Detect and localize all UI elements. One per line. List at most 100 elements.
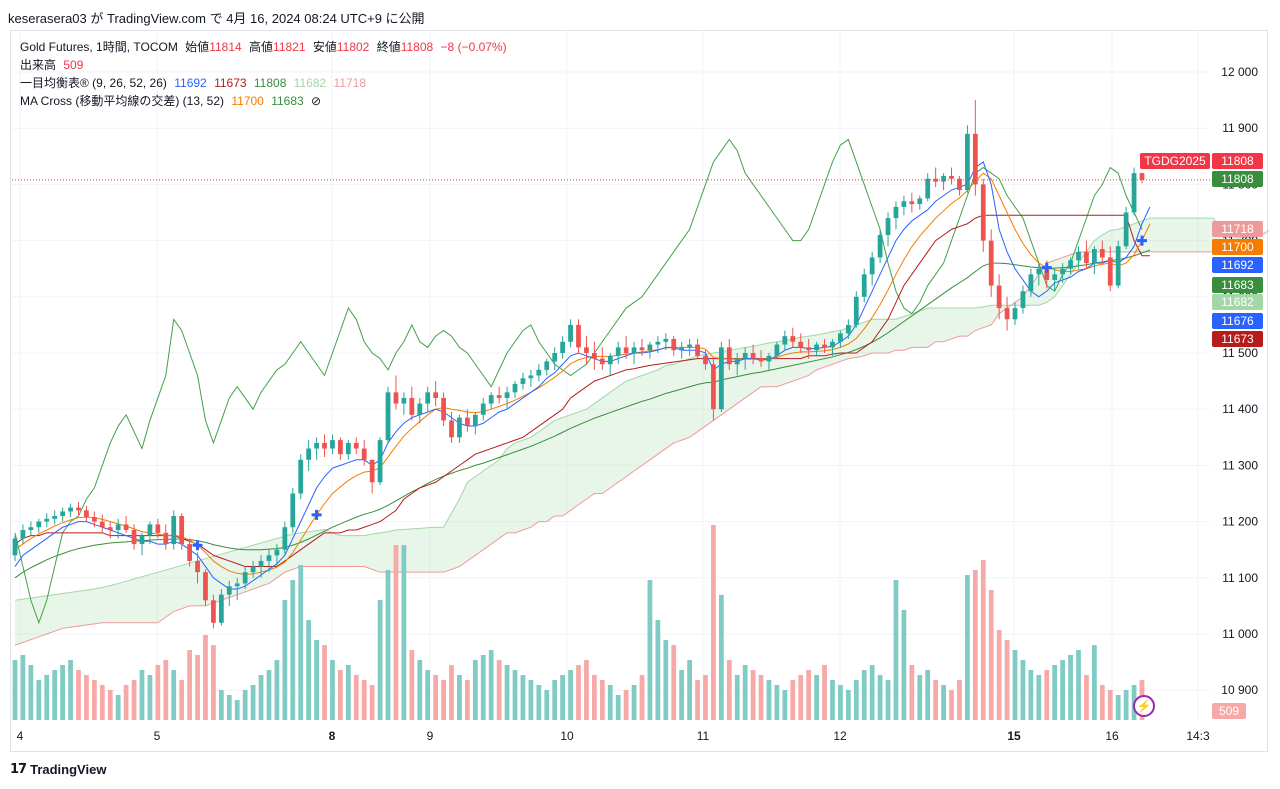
candle-body [798,341,804,348]
candle-body [607,355,613,365]
candle-body [203,572,208,601]
time-axis-tick: 15 [1007,729,1021,743]
volume-bar [385,570,391,720]
volume-label: 出来高 [20,58,57,72]
candle-body [917,198,923,205]
candle-body [250,566,256,573]
candle-body [1084,251,1089,264]
ichimoku-label: 一目均衡表® (9, 26, 52, 26) [20,76,167,90]
symbol-price-label: TGDG2025 [1144,154,1206,168]
candle-body [306,448,312,460]
volume-bar [361,680,367,720]
candle-body [99,521,105,528]
candle-body [266,555,272,561]
volume-bar [298,565,304,720]
indicator-price-label-bg [1212,257,1263,273]
ma-slow-line [14,249,1151,579]
candle-body [123,524,129,531]
candle-body [853,296,859,325]
ichimoku-span-a-value: 11682 [293,76,327,90]
tradingview-brand[interactable]: 17 TradingView [10,762,106,777]
publish-header: keserasera03 が TradingView.com で 4月 16, … [8,11,425,26]
low-label: 安値 [312,40,337,54]
volume-bar [790,680,796,720]
volume-bar [1044,670,1050,720]
volume-bar [44,675,50,720]
volume-bar [99,685,105,720]
cross-markers [192,235,1147,551]
legend-volume-line[interactable]: 出来高 509 [20,56,87,73]
candle-body [449,420,454,438]
indicator-price-label-bg [1212,313,1263,329]
volume-bar [687,660,692,720]
chikou-price-label-bg [1212,171,1263,187]
candle-body [925,178,931,199]
candle-body [845,324,851,334]
volume-bar [996,630,1002,720]
volume-bar [988,590,994,720]
candle-body [179,515,185,545]
candle-body [536,369,542,376]
candle-body [361,448,367,460]
volume-bar [369,685,375,720]
candle-body [68,507,73,512]
candle-body [155,524,161,533]
ichimoku-tenkan-value: 11692 [174,76,207,90]
volume-bar [163,660,169,720]
high-label: 高値 [249,40,274,54]
volume-bar [20,655,26,720]
ma-label: MA Cross (移動平均線の交差) (13, 52) [20,94,225,108]
volume-bar [441,680,446,720]
volume-bar [12,660,18,720]
candle-body [647,344,653,351]
candle-body [774,344,780,356]
volume-bar [496,660,502,720]
volume-bar [139,670,145,720]
volume-price-label: 509 [1219,704,1239,718]
volume-bar [647,580,653,720]
volume-bar [917,675,923,720]
volume-bar [1012,650,1018,720]
chart-frame[interactable] [10,30,1268,752]
candle-body [1036,268,1042,275]
hidden-eye-icon[interactable]: ⊘ [311,94,322,108]
lightning-icon[interactable]: ⚡ [1133,695,1155,717]
volume-bar [711,525,716,720]
symbol-label[interactable]: Gold Futures, 1時間, TOCOM [20,40,178,54]
kijun-sen-line [14,214,1150,568]
candle-body [933,178,939,182]
legend-symbol-line[interactable]: Gold Futures, 1時間, TOCOM 始値11814 高値11821… [20,38,511,55]
legend-ichimoku-line[interactable]: 一目均衡表® (9, 26, 52, 26) 11692 11673 11808… [20,74,370,91]
candle-body [131,530,137,545]
volume-bar [338,670,343,720]
price-axis-tick: 11 900 [1222,121,1258,135]
candle-body [409,397,415,415]
candle-body [655,341,661,345]
volume-bar [1068,655,1073,720]
legend-ma-line[interactable]: MA Cross (移動平均線の交差) (13, 52) 11700 11683… [20,92,325,109]
candle-body [488,395,494,404]
candle-body [544,361,550,370]
volume-bar [155,665,161,720]
volume-bar [306,620,312,720]
candle-body [330,440,335,449]
volume-bar [1004,640,1010,720]
volume-bar [457,675,462,720]
candle-body [36,521,42,528]
candle-body [972,133,978,185]
volume-bar [1091,645,1097,720]
volume-bar [758,675,764,720]
volume-bar [393,545,399,720]
volume-bar [1076,650,1081,720]
volume-bar [266,670,272,720]
volume-bar [60,665,66,720]
candle-body [552,353,558,362]
candle-body [211,600,216,623]
candle-body [345,442,351,455]
indicator-lines [14,138,1151,625]
volume-bar [703,675,708,720]
volume-bar [131,680,137,720]
volume-bar [814,675,819,720]
indicator-price-label-bg [1212,239,1263,255]
